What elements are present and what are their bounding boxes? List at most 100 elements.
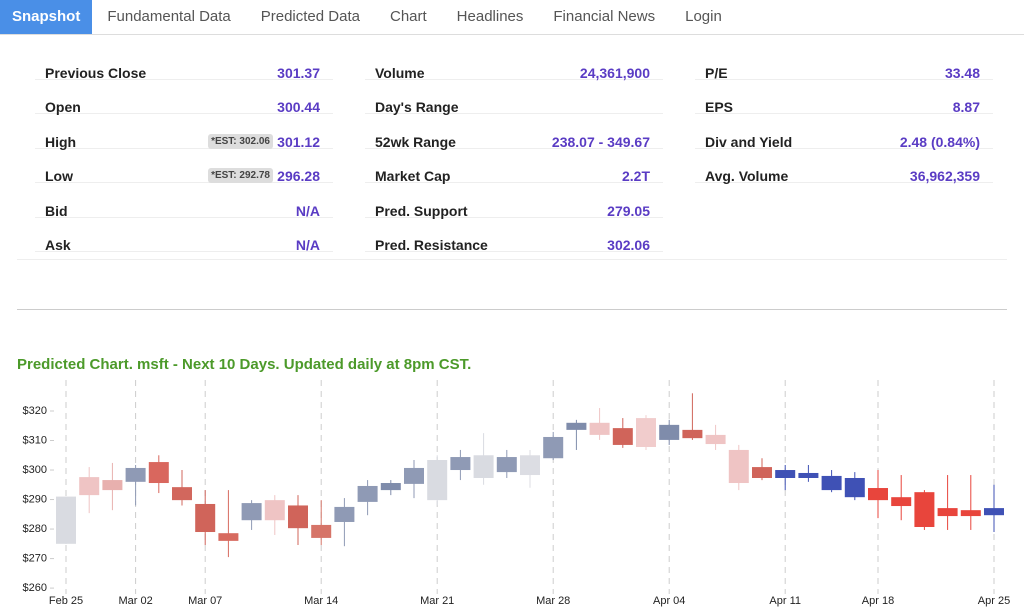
stat-label: Div and Yield	[705, 133, 793, 150]
stat-label: P/E	[705, 65, 728, 81]
stat-row: Open 300.44	[35, 79, 333, 116]
candle-body	[264, 500, 285, 521]
candle-body	[380, 483, 401, 491]
stat-row: 52wk Range 238.07 - 349.67	[365, 114, 663, 150]
y-tick-label: $300	[23, 464, 47, 476]
candle-body	[450, 457, 471, 471]
stat-label: Day's Range	[375, 99, 459, 116]
candle-body	[960, 510, 981, 517]
candle-body	[682, 429, 703, 439]
candle-body	[288, 505, 308, 529]
candle-body	[520, 455, 540, 476]
stat-label: Pred. Resistance	[375, 237, 488, 253]
stat-row: EPS 8.87	[695, 79, 993, 116]
candle-body	[473, 455, 494, 478]
candle-body	[218, 533, 239, 541]
stat-value: N/A	[295, 202, 320, 219]
estimate-badge: *EST: 302.06	[208, 133, 273, 149]
stat-label: High	[45, 133, 77, 150]
candle-body	[172, 487, 192, 501]
stat-label: Previous Close	[45, 65, 147, 81]
candle-body	[984, 508, 1004, 516]
stat-row: Volume 24,361,900	[365, 45, 663, 81]
y-tick-label: $290	[23, 493, 47, 505]
stat-value: 33.48	[944, 65, 980, 81]
x-tick-label: Feb 25	[49, 595, 83, 607]
nav-tab[interactable]: Fundamental Data	[107, 8, 231, 25]
stat-row: Previous Close 301.37	[35, 45, 333, 81]
stat-label: Ask	[45, 237, 71, 253]
chart: $260 $270 $280 $290 $300 $310 $320 Feb 25 Mar 02…	[23, 380, 1010, 607]
nav-tab[interactable]: Financial News	[553, 8, 656, 25]
x-tick-label: Apr 11	[769, 595, 801, 607]
stat-row: Day's Range	[365, 79, 663, 116]
stat-value: 2.48 (0.84%)	[899, 133, 980, 150]
candle-body	[148, 462, 169, 484]
stat-value: 238.07 - 349.67	[551, 133, 650, 150]
stat-label: Low	[45, 168, 73, 185]
x-tick-label: Apr 04	[653, 595, 685, 607]
stat-value: 279.05	[607, 202, 650, 219]
chart-title: Predicted Chart. msft - Next 10 Days. Up…	[17, 356, 472, 373]
nav-tab[interactable]: Snapshot	[0, 0, 93, 34]
stat-label: Volume	[375, 65, 425, 81]
candle-body	[844, 477, 865, 498]
stat-label: Pred. Support	[375, 202, 468, 219]
stat-row: P/E 33.48	[695, 45, 993, 81]
candle-body	[937, 508, 958, 517]
x-tick-label: Mar 07	[188, 595, 222, 607]
y-tick-label: $320	[23, 405, 47, 417]
stat-value: 301.12	[277, 133, 320, 150]
stat-row: Market Cap 2.2T	[365, 148, 663, 185]
x-tick-label: Mar 28	[536, 595, 570, 607]
candle-body	[636, 418, 656, 448]
candle-body	[334, 506, 355, 522]
stat-label: Open	[45, 99, 81, 116]
candle-body	[566, 422, 587, 430]
estimate-badge: *EST: 292.78	[208, 168, 273, 184]
candle-body	[775, 470, 796, 478]
candle-body	[589, 422, 610, 435]
stat-row: Div and Yield 2.48 (0.84%)	[695, 114, 993, 150]
candle-body	[868, 488, 888, 501]
candle-body	[659, 424, 680, 440]
stat-value: 8.87	[952, 99, 980, 116]
candle-body	[195, 503, 216, 533]
candle-body	[241, 503, 262, 521]
candle-body	[79, 477, 100, 496]
candle-body	[357, 485, 378, 502]
stat-row: High 301.12 *EST: 302.06	[35, 114, 333, 150]
x-tick-label: Apr 25	[978, 595, 1010, 607]
stat-label: Market Cap	[375, 168, 451, 185]
x-tick-label: Mar 14	[304, 595, 338, 607]
candle-body	[752, 467, 772, 478]
y-tick-label: $270	[23, 552, 47, 564]
x-tick-label: Apr 18	[862, 595, 894, 607]
stat-value: 300.44	[277, 99, 320, 116]
stat-label: Avg. Volume	[705, 168, 789, 185]
x-tick-label: Mar 21	[420, 595, 454, 607]
nav-tab[interactable]: Predicted Data	[260, 8, 360, 25]
divider	[17, 309, 1007, 310]
candle-body	[404, 467, 424, 484]
stat-value: 2.2T	[621, 168, 650, 185]
stat-value: 302.06	[607, 237, 650, 253]
stat-value: 24,361,900	[579, 65, 650, 81]
nav-tab[interactable]: Chart	[389, 8, 427, 25]
candle-body	[798, 472, 819, 478]
candle-body	[821, 475, 842, 491]
nav-bar: Snapshot Fundamental Data Predicted Data Ch…	[0, 0, 1024, 35]
stat-row: Pred. Support 279.05	[365, 183, 663, 219]
divider	[17, 259, 1007, 260]
nav-tab[interactable]: Login	[685, 8, 722, 25]
y-tick-label: $310	[23, 434, 47, 446]
nav-tab[interactable]: Headlines	[456, 8, 524, 25]
candle-body	[705, 434, 726, 445]
stat-row: Bid N/A	[35, 183, 333, 219]
y-tick-label: $280	[23, 523, 47, 535]
stat-row: Pred. Resistance 302.06	[365, 217, 663, 253]
candle-body	[496, 457, 517, 473]
candle-body	[612, 428, 633, 445]
candle-body	[125, 467, 146, 482]
